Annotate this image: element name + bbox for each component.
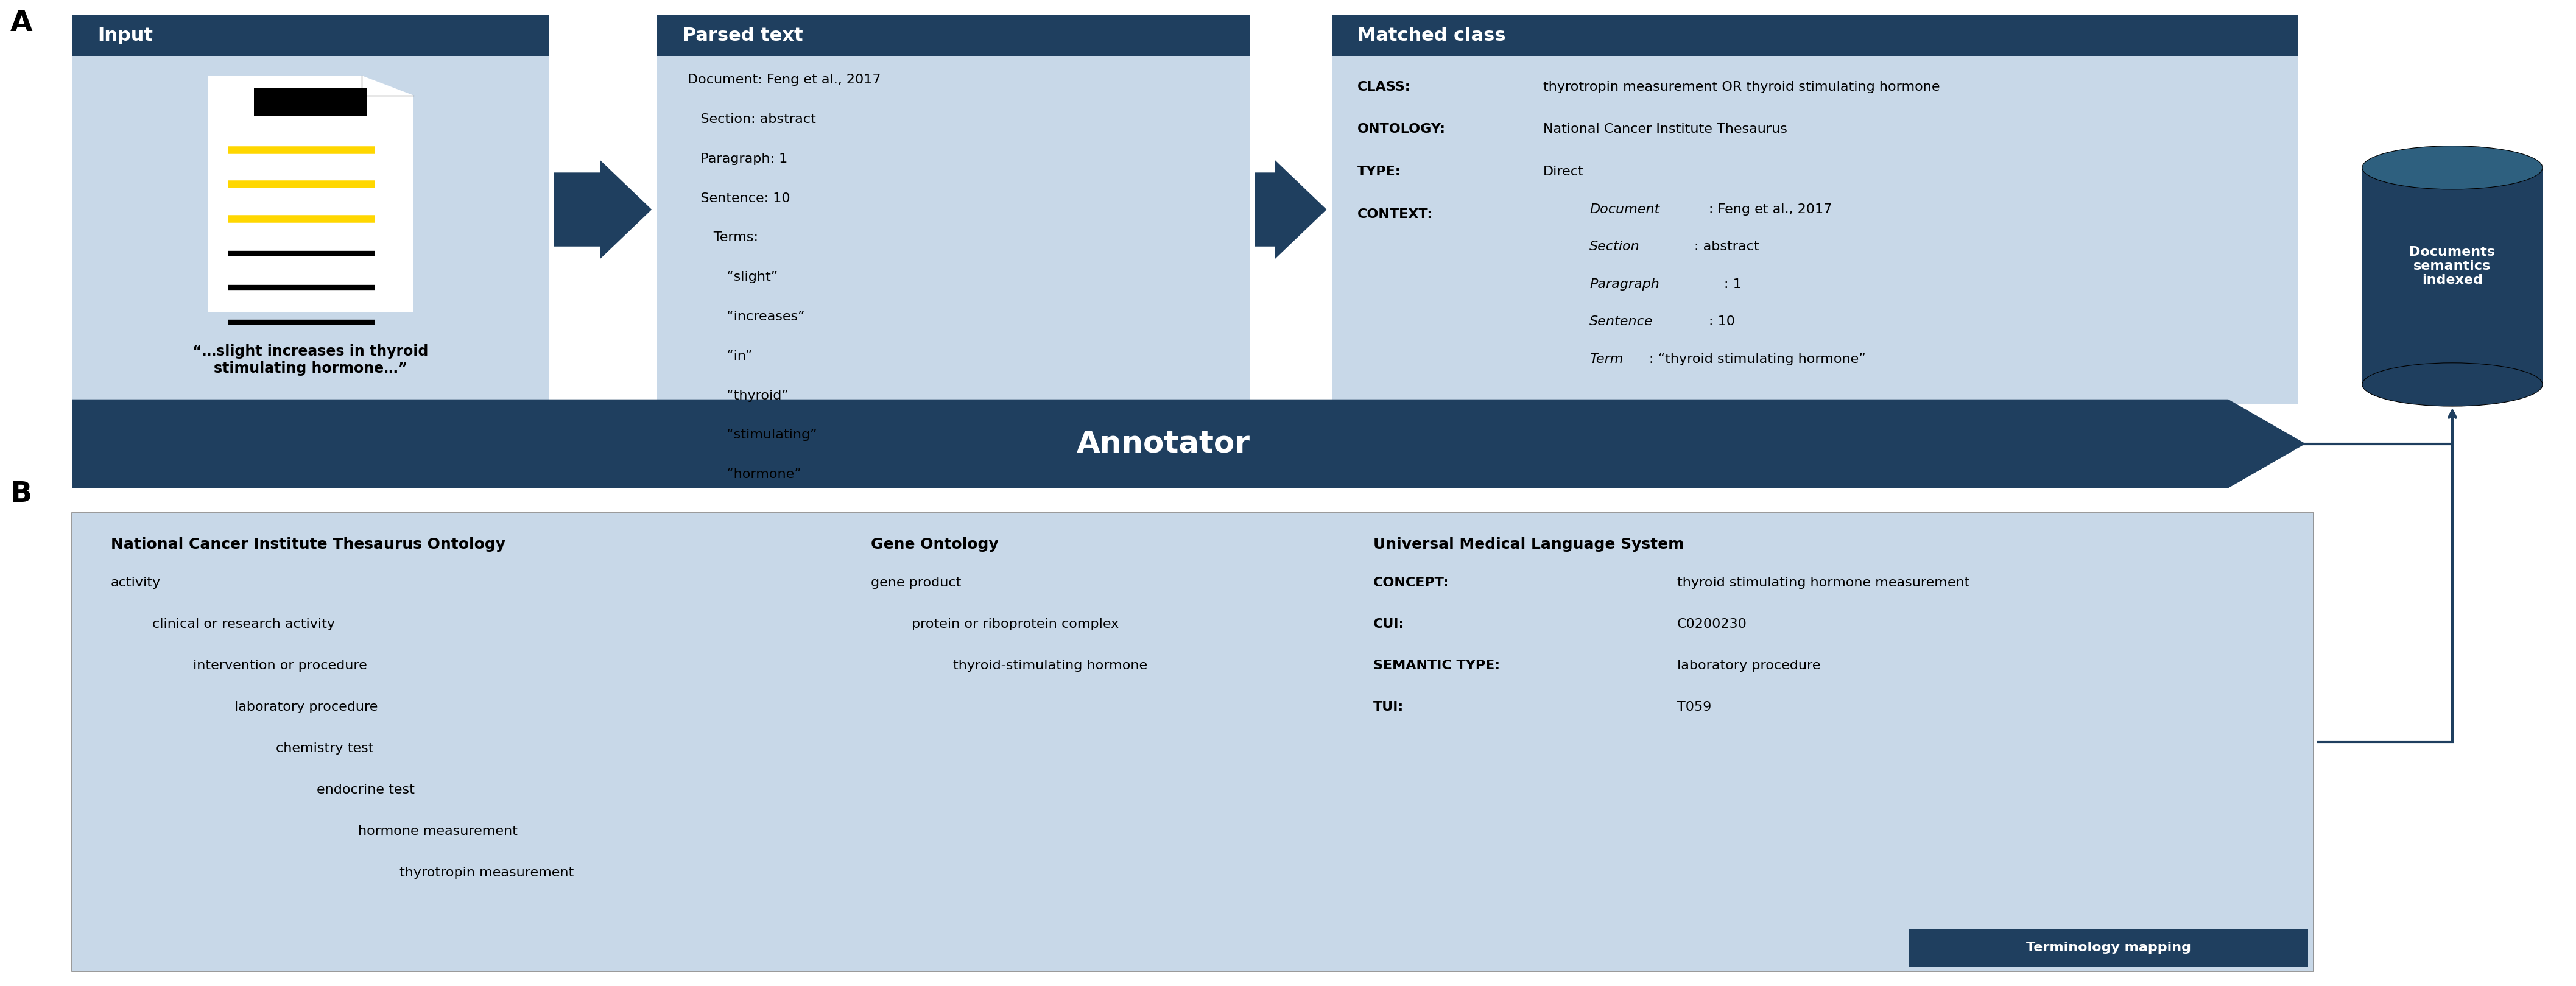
Bar [1332, 15, 2298, 404]
Ellipse shape [2362, 363, 2543, 406]
Text: T059: T059 [1677, 701, 1710, 713]
Text: Paragraph: Paragraph [1589, 278, 1659, 290]
Ellipse shape [2362, 146, 2543, 189]
Text: Matched class: Matched class [1358, 27, 1507, 44]
Bar [657, 15, 1249, 404]
Text: : “thyroid stimulating hormone”: : “thyroid stimulating hormone” [1649, 353, 1865, 365]
Text: CUI:: CUI: [1373, 618, 1404, 630]
Text: : 1: : 1 [1723, 278, 1741, 290]
Bar [657, 15, 1249, 56]
Text: “increases”: “increases” [688, 311, 806, 322]
Text: laboratory procedure: laboratory procedure [234, 701, 379, 713]
Text: National Cancer Institute Thesaurus Ontology: National Cancer Institute Thesaurus Onto… [111, 537, 505, 552]
Text: thyroid-stimulating hormone: thyroid-stimulating hormone [953, 660, 1146, 671]
Text: “in”: “in” [688, 350, 752, 362]
Bar [1332, 15, 2298, 56]
Text: CONTEXT:: CONTEXT: [1358, 208, 1432, 220]
Text: TUI:: TUI: [1373, 701, 1404, 713]
Text: “…slight increases in thyroid
stimulating hormone…”: “…slight increases in thyroid stimulatin… [193, 344, 428, 376]
Text: A: A [10, 10, 33, 37]
Polygon shape [361, 76, 412, 96]
Text: activity: activity [111, 577, 160, 589]
Text: ONTOLOGY:: ONTOLOGY: [1358, 123, 1445, 135]
Text: “hormone”: “hormone” [688, 468, 801, 480]
Text: clinical or research activity: clinical or research activity [152, 618, 335, 630]
Text: “thyroid”: “thyroid” [688, 389, 788, 401]
Text: Paragraph: 1: Paragraph: 1 [688, 153, 788, 165]
Text: Input: Input [98, 27, 155, 44]
Polygon shape [72, 399, 2306, 488]
Text: Section: abstract: Section: abstract [688, 113, 817, 125]
Text: Annotator: Annotator [1077, 429, 1249, 458]
Text: Direct: Direct [1543, 166, 1584, 177]
Text: Terminology mapping: Terminology mapping [2025, 942, 2192, 953]
Text: hormone measurement: hormone measurement [358, 825, 518, 837]
Bar [72, 15, 549, 404]
Text: gene product: gene product [871, 577, 961, 589]
Text: TYPE:: TYPE: [1358, 166, 1401, 177]
Text: Document: Feng et al., 2017: Document: Feng et al., 2017 [688, 74, 881, 86]
Text: Section: Section [1589, 241, 1641, 252]
Text: Terms:: Terms: [688, 232, 757, 244]
Text: intervention or procedure: intervention or procedure [193, 660, 368, 671]
Text: : Feng et al., 2017: : Feng et al., 2017 [1708, 203, 1832, 215]
Text: Gene Ontology: Gene Ontology [871, 537, 999, 552]
Text: C0200230: C0200230 [1677, 618, 1747, 630]
Text: CONCEPT:: CONCEPT: [1373, 577, 1448, 589]
Bar [72, 15, 549, 56]
Text: protein or riboprotein complex: protein or riboprotein complex [912, 618, 1118, 630]
Polygon shape [554, 160, 652, 259]
Text: “slight”: “slight” [688, 271, 778, 283]
Bar [2362, 168, 2543, 385]
Text: : 10: : 10 [1708, 316, 1736, 327]
Text: endocrine test: endocrine test [317, 784, 415, 796]
Text: Term: Term [1589, 353, 1623, 365]
Text: thyroid stimulating hormone measurement: thyroid stimulating hormone measurement [1677, 577, 1971, 589]
Text: thyrotropin measurement: thyrotropin measurement [399, 867, 574, 879]
Text: Sentence: 10: Sentence: 10 [688, 192, 791, 204]
Text: Sentence: Sentence [1589, 316, 1654, 327]
Text: thyrotropin measurement OR thyroid stimulating hormone: thyrotropin measurement OR thyroid stimu… [1543, 81, 1940, 93]
Text: : abstract: : abstract [1695, 241, 1759, 252]
Polygon shape [1255, 160, 1327, 259]
Bar [1909, 929, 2308, 966]
Text: Document: Document [1589, 203, 1659, 215]
Bar [252, 88, 366, 116]
Text: B: B [10, 480, 33, 508]
Text: Parsed text: Parsed text [683, 27, 804, 44]
Bar [72, 513, 2313, 971]
Text: Documents
semantics
indexed: Documents semantics indexed [2409, 246, 2496, 287]
Text: National Cancer Institute Thesaurus: National Cancer Institute Thesaurus [1543, 123, 1788, 135]
Text: SEMANTIC TYPE:: SEMANTIC TYPE: [1373, 660, 1499, 671]
Text: Universal Medical Language System: Universal Medical Language System [1373, 537, 1685, 552]
Bar [206, 76, 412, 313]
Text: laboratory procedure: laboratory procedure [1677, 660, 1821, 671]
Text: CLASS:: CLASS: [1358, 81, 1412, 93]
Text: chemistry test: chemistry test [276, 742, 374, 754]
Text: “stimulating”: “stimulating” [688, 429, 817, 441]
